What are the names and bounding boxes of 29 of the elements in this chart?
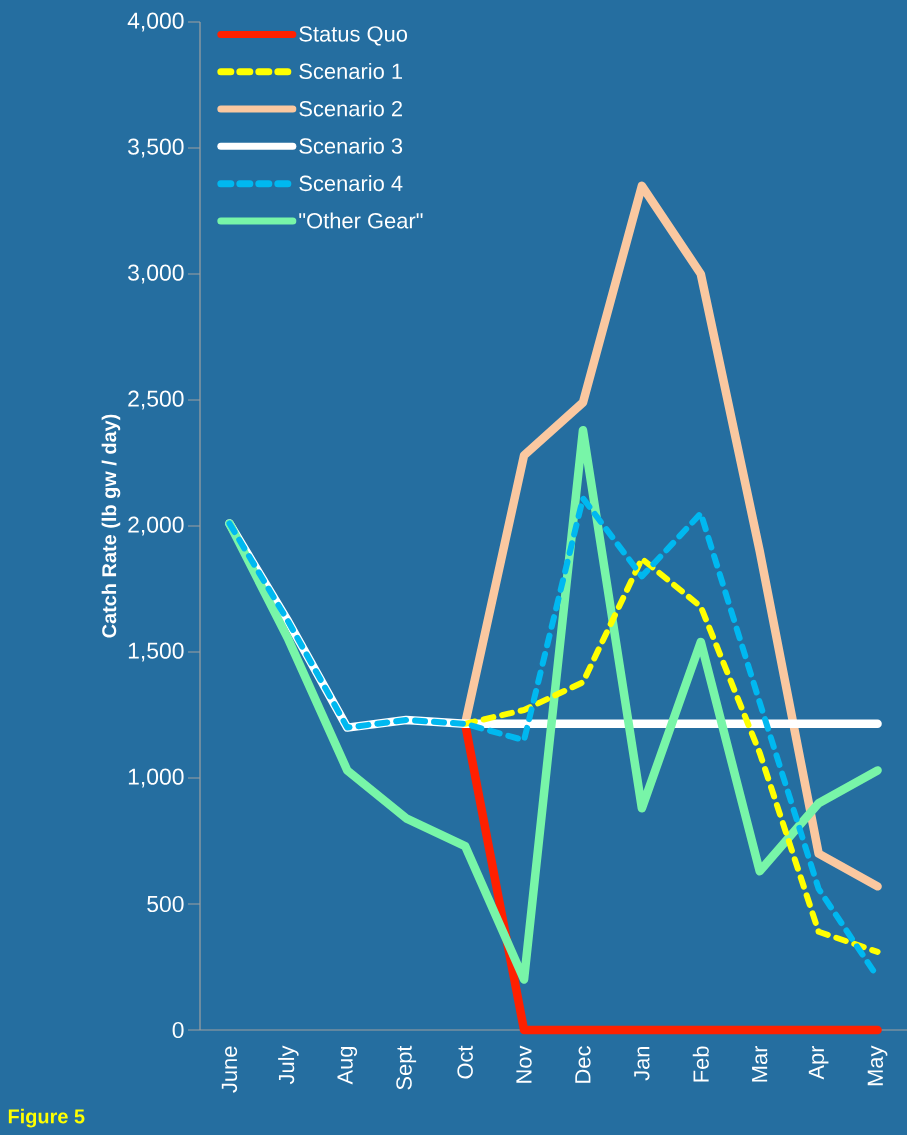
x-tick-label: June xyxy=(222,1046,238,1093)
legend-label: Scenario 3 xyxy=(299,137,403,154)
y-tick-label: 2,500 xyxy=(128,390,184,410)
legend-label: "Other Gear" xyxy=(299,212,423,229)
caption: Figure 5 xyxy=(9,1108,85,1128)
x-tick-label: Mar xyxy=(752,1045,768,1082)
y-axis-title: Catch Rate (lb gw / day) xyxy=(101,414,121,638)
y-tick-label: 1,000 xyxy=(129,768,184,788)
y-tick-label: 3,000 xyxy=(128,264,184,284)
y-tick-label: 2,000 xyxy=(128,516,184,536)
y-tick-label: 0 xyxy=(172,1021,184,1039)
y-tick-label: 3,500 xyxy=(128,138,184,158)
legend-label: Scenario 4 xyxy=(299,175,403,192)
y-tick-label: 4,000 xyxy=(127,12,184,32)
y-tick-label: 1,500 xyxy=(129,642,184,662)
x-tick-label: Sept xyxy=(396,1045,417,1090)
x-tick-label: July xyxy=(278,1045,299,1085)
x-tick-label: May xyxy=(867,1045,888,1086)
x-tick-label: Nov xyxy=(516,1045,532,1083)
x-tick-label: Jan xyxy=(634,1046,650,1081)
legend-label: Scenario 1 xyxy=(299,62,403,80)
y-tick-label: 500 xyxy=(147,895,184,913)
legend-label: Scenario 2 xyxy=(299,100,403,117)
legend-label: Status Quo xyxy=(299,26,408,46)
x-tick-label: Dec xyxy=(575,1046,591,1083)
x-tick-label: Apr xyxy=(809,1045,829,1080)
x-tick-label: Aug xyxy=(337,1046,358,1085)
x-tick-label: Oct xyxy=(457,1045,474,1079)
x-tick-label: Feb xyxy=(692,1046,710,1082)
